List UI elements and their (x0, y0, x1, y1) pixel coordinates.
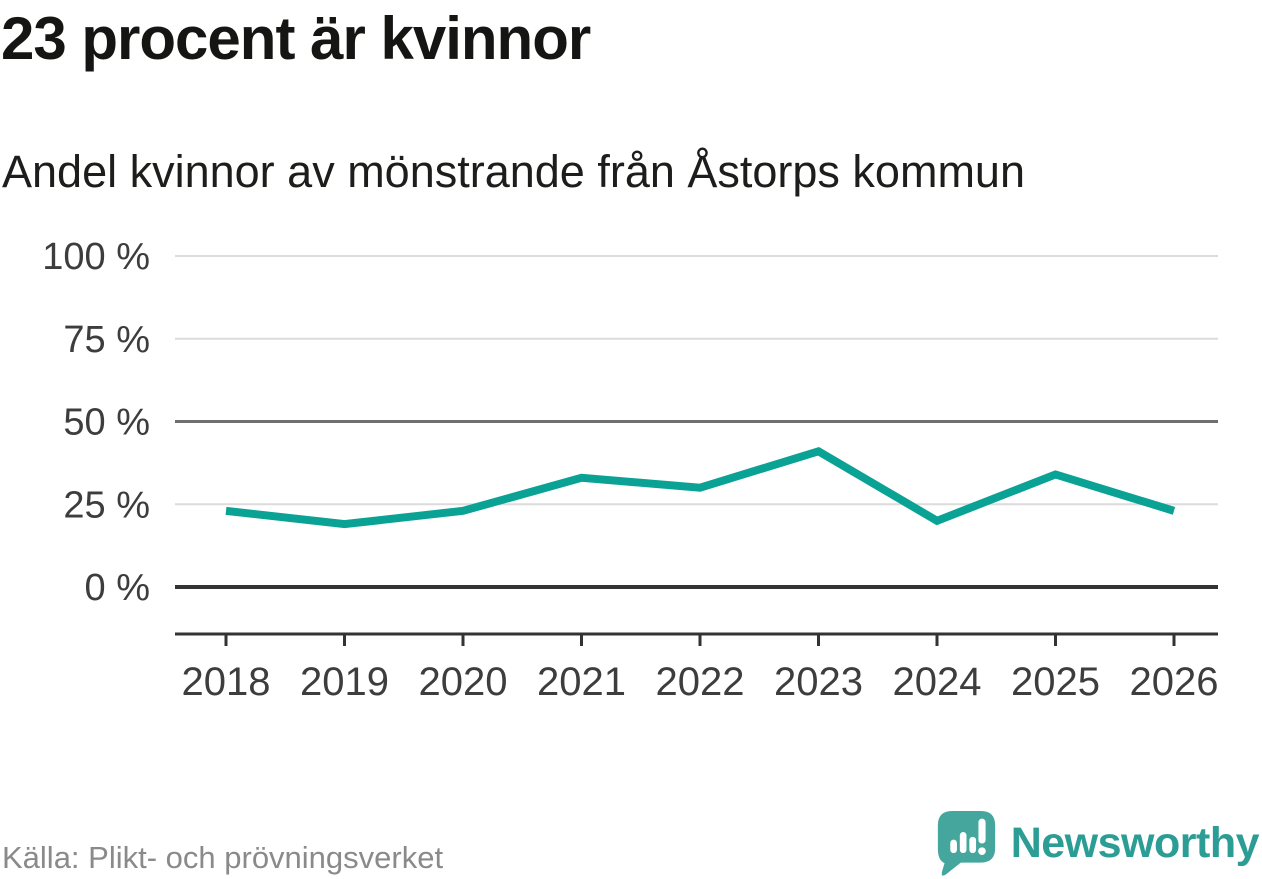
y-axis-label: 100 % (42, 236, 150, 278)
chart-title: 23 procent är kvinnor (1, 5, 591, 72)
y-axis-label: 25 % (63, 484, 150, 526)
x-axis-label: 2023 (774, 660, 863, 704)
x-axis-label: 2021 (537, 660, 626, 704)
y-axis-label: 75 % (63, 319, 150, 361)
x-axis-label: 2019 (300, 660, 389, 704)
newsworthy-logo-icon (937, 811, 995, 876)
x-axis-label: 2024 (893, 660, 982, 704)
newsworthy-wordmark: Newsworthy (1010, 819, 1260, 867)
y-axis-label: 50 % (63, 402, 150, 444)
x-axis-label: 2020 (419, 660, 508, 704)
source-text: Källa: Plikt- och prövningsverket (2, 840, 444, 875)
x-axis-label: 2018 (182, 660, 271, 704)
x-axis-label: 2022 (656, 660, 745, 704)
x-axis-label: 2026 (1130, 660, 1219, 704)
bar-chart-bar-icon (959, 832, 967, 854)
bar-chart-bar-icon (949, 839, 957, 854)
data-line (225, 446, 1176, 529)
newsworthy-logo: Newsworthy (935, 808, 1260, 879)
bar-chart-bar-icon (969, 836, 976, 854)
chart-subtitle: Andel kvinnor av mönstrande från Åstorps… (2, 146, 1025, 197)
exclamation-icon (978, 818, 986, 844)
y-axis-label: 0 % (85, 567, 150, 609)
exclamation-dot-icon (977, 847, 986, 855)
line-chart: 100 % 75 % 50 % 25 % 0 % 2018 2019 2020 2021 2022… (42, 236, 1219, 704)
x-axis-label: 2025 (1011, 660, 1100, 704)
